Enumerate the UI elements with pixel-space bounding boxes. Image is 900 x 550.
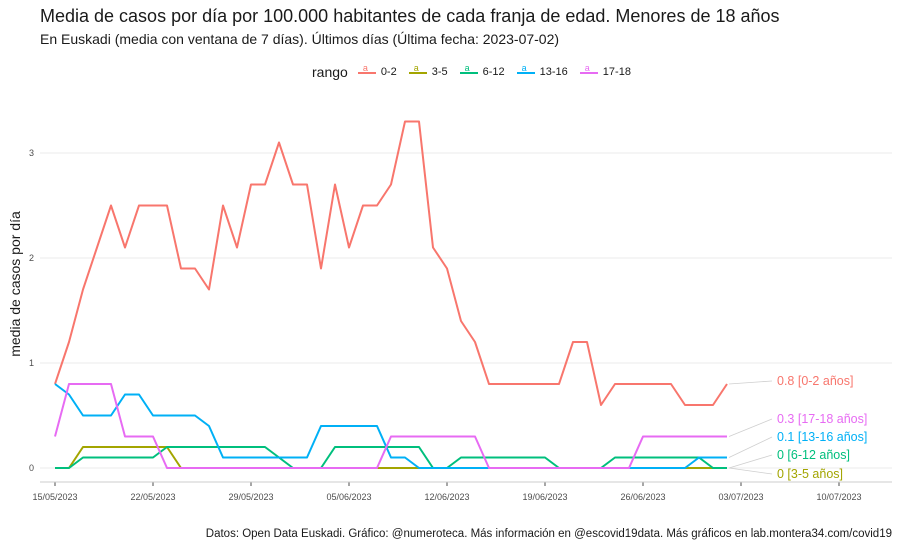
series-line-17-18 xyxy=(54,383,727,469)
end-label-0-2: 0.8 [0-2 años] xyxy=(777,374,853,388)
x-tick-label: 29/05/2023 xyxy=(228,492,273,502)
legend-key: a xyxy=(516,63,535,77)
legend-item-0-2: a 0-2 xyxy=(357,63,397,78)
y-tick-label: 0 xyxy=(29,463,34,473)
x-tick-label: 15/05/2023 xyxy=(32,492,77,502)
end-label-17-18: 0.3 [17-18 años] xyxy=(777,412,867,426)
y-tick-label: 3 xyxy=(29,148,34,158)
x-tick-label: 19/06/2023 xyxy=(522,492,567,502)
x-tick-label: 03/07/2023 xyxy=(718,492,763,502)
legend-key: a xyxy=(459,63,478,77)
chart-subtitle: En Euskadi (media con ventana de 7 días)… xyxy=(40,31,560,47)
end-label-13-16: 0.1 [13-16 años] xyxy=(777,430,867,444)
x-tick-label: 05/06/2023 xyxy=(326,492,371,502)
end-label-leader xyxy=(728,467,773,475)
legend-key: a xyxy=(357,63,376,77)
y-axis-label: media de casos por día xyxy=(7,211,23,357)
end-label-6-12: 0 [6-12 años] xyxy=(777,448,850,462)
series-line-0-2 xyxy=(54,120,728,406)
legend: rango a 0-2 a 3-5 a 6-12 a 13-16 a 17-18 xyxy=(312,63,643,80)
legend-label: 13-16 xyxy=(539,66,568,78)
x-tick-label: 10/07/2023 xyxy=(816,492,861,502)
series-line-6-12 xyxy=(55,446,727,469)
legend-label: 6-12 xyxy=(482,66,505,78)
chart-caption: Datos: Open Data Euskadi. Gráfico: @nume… xyxy=(205,528,892,540)
x-tick-label: 26/06/2023 xyxy=(620,492,665,502)
y-tick-label: 2 xyxy=(29,253,34,263)
legend-key: a xyxy=(408,63,427,77)
end-label-leader xyxy=(728,418,773,437)
end-label-3-5: 0 [3-5 años] xyxy=(777,467,843,481)
legend-label: 0-2 xyxy=(380,66,397,78)
legend-label: 3-5 xyxy=(431,66,448,78)
end-label-leader xyxy=(728,454,773,469)
chart-title: Media de casos por día por 100.000 habit… xyxy=(40,6,780,26)
legend-item-3-5: a 3-5 xyxy=(408,63,448,78)
legend-item-6-12: a 6-12 xyxy=(459,63,505,78)
y-tick-label: 1 xyxy=(29,358,34,368)
end-label-leader xyxy=(728,436,773,458)
legend-item-17-18: a 17-18 xyxy=(579,63,631,78)
legend-item-13-16: a 13-16 xyxy=(516,63,568,78)
legend-key: a xyxy=(579,63,598,77)
end-label-leader xyxy=(728,380,773,385)
x-tick-label: 12/06/2023 xyxy=(424,492,469,502)
x-tick-label: 22/05/2023 xyxy=(130,492,175,502)
legend-title: rango xyxy=(312,64,348,80)
legend-label: 17-18 xyxy=(602,66,631,78)
